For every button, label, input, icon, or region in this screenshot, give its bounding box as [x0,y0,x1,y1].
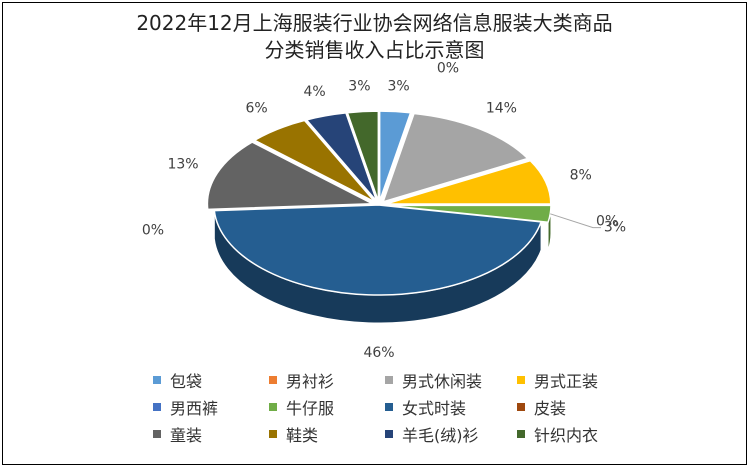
legend-swatch-10 [269,430,277,438]
legend-label-9: 童装 [170,426,203,445]
pie-slice-9 [206,141,376,211]
legend-label-5: 男西裤 [170,399,219,418]
data-label-3: 14% [486,101,517,117]
legend-item-8: 皮装 [517,396,607,418]
legend-swatch-12 [517,430,525,438]
legend-item-5: 男西裤 [153,396,269,418]
pie-slice-7 [213,204,543,296]
data-label-6: 3% [604,220,626,236]
legend-swatch-1 [153,376,161,384]
legend-item-1: 包袋 [153,369,269,391]
legend-label-2: 男衬衫 [286,372,335,391]
legend-swatch-11 [385,430,393,438]
leader-line-6 [550,213,601,229]
legend-item-10: 鞋类 [269,423,385,445]
chart-legend: 包袋 男衬衫 男式休闲装 男式正装男西裤 牛仔服 女式时装 皮装童装 鞋类 羊毛(绒)衫 针织内衣 [153,369,603,445]
data-label-1: 3% [387,78,409,94]
pie-slice-1 [378,110,412,202]
data-label-11: 4% [304,84,326,100]
pie-slice-10 [253,119,376,203]
legend-label-10: 鞋类 [286,426,319,445]
legend-item-12: 针织内衣 [517,423,607,445]
legend-item-3: 男式休闲装 [385,369,517,391]
legend-swatch-4 [517,376,525,384]
legend-item-2: 男衬衫 [269,369,385,391]
legend-swatch-9 [153,430,161,438]
legend-swatch-3 [385,376,393,384]
legend-swatch-5 [153,403,161,411]
legend-label-8: 皮装 [534,399,567,418]
chart-frame: 2022年12月上海服装行业协会网络信息服装大类商品 分类销售收入占比示意图 3… [2,2,747,465]
legend-swatch-6 [269,403,277,411]
legend-label-11: 羊毛(绒)衫 [402,426,479,445]
pie-slice-12 [346,110,380,202]
legend-item-6: 牛仔服 [269,396,385,418]
pie-slice-3 [381,112,530,204]
legend-label-1: 包袋 [170,372,203,391]
data-label-12: 3% [348,78,370,94]
legend-item-7: 女式时装 [385,396,517,418]
data-label-9: 13% [167,157,198,173]
pie-slices [206,110,552,296]
legend-swatch-2 [269,376,277,384]
chart-title-line1: 2022年12月上海服装行业协会网络信息服装大类商品 [136,11,613,35]
data-label-7: 46% [363,345,394,361]
legend-item-11: 羊毛(绒)衫 [385,423,517,445]
legend-label-7: 女式时装 [402,399,467,418]
legend-swatch-8 [517,403,525,411]
legend-item-9: 童装 [153,423,269,445]
pie-slice-11 [305,112,378,202]
chart-title: 2022年12月上海服装行业协会网络信息服装大类商品 分类销售收入占比示意图 [3,10,746,64]
pie-slice-4 [385,159,552,205]
data-label-2: 0% [437,60,459,76]
legend-item-4: 男式正装 [517,369,607,391]
data-label-4: 8% [570,167,592,183]
leader-lines [550,213,601,229]
data-label-10: 6% [245,101,267,117]
pie-chart: 3%0%14%8%0%3%46%0%13%6%4% 3% [142,60,626,361]
data-label-8: 0% [142,223,164,239]
legend-label-3: 男式休闲装 [402,372,483,391]
legend-label-12: 针织内衣 [534,426,599,445]
legend-label-4: 男式正装 [534,372,599,391]
chart-title-line2: 分类销售收入占比示意图 [264,38,485,62]
data-labels: 3%0%14%8%0%3%46%0%13%6%4% 3% [142,60,626,361]
legend-swatch-7 [385,403,393,411]
legend-label-6: 牛仔服 [286,399,335,418]
data-label-5: 0% [596,214,618,230]
